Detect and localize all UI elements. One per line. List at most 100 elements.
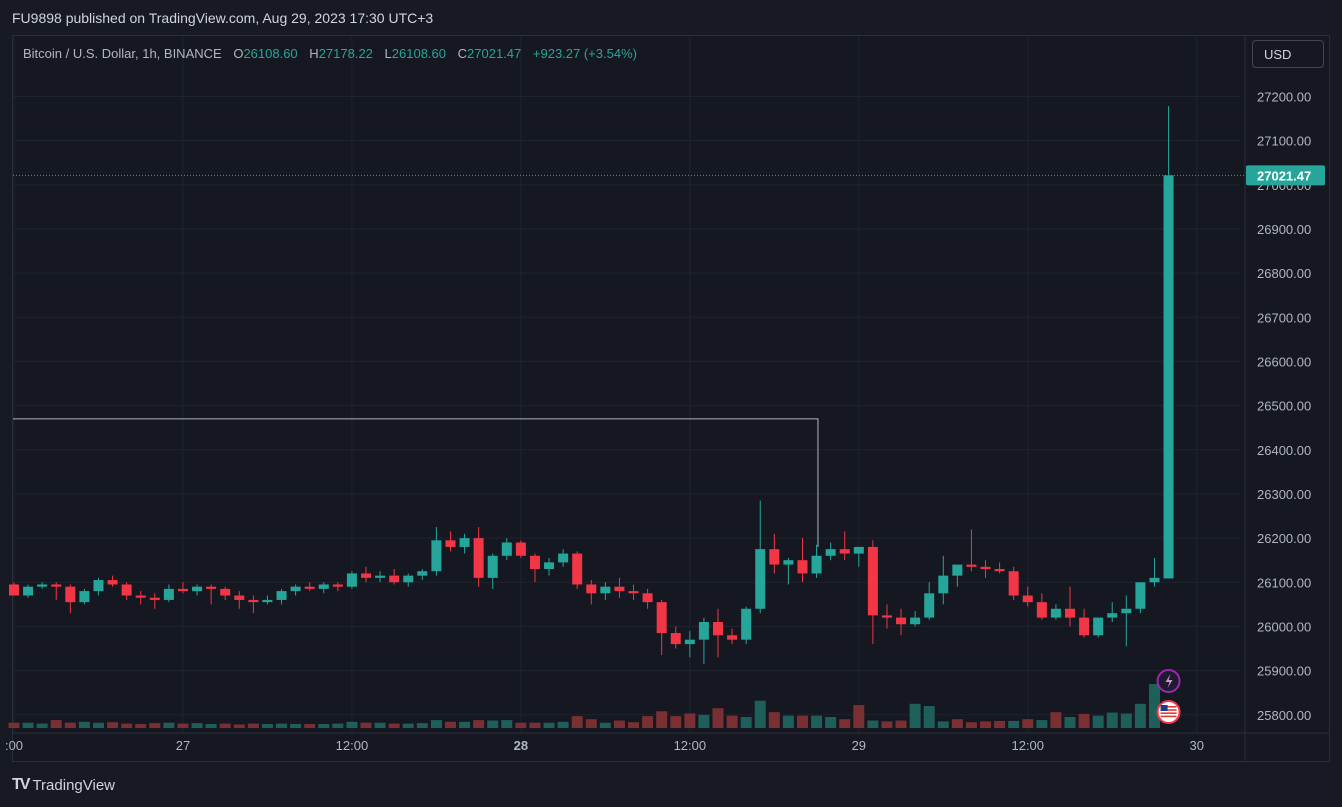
candle-body [558,553,569,563]
last-price-label: 27021.47 [1257,168,1311,183]
candle-body [910,617,921,625]
volume-bar [628,722,640,728]
candle-body [769,549,780,565]
volume-bar [107,722,119,728]
ohlc-legend: Bitcoin / U.S. Dollar, 1h, BINANCE O2610… [23,46,637,61]
volume-bar [374,722,386,728]
candle-body [881,615,892,618]
us-flag-icon[interactable] [1156,700,1181,724]
volume-bar [923,706,935,728]
volume-bar [543,722,555,728]
volume-bar [444,721,456,728]
volume-bar [684,713,696,728]
volume-bar [304,724,316,728]
y-axis-tick-label: 26900.00 [1257,222,1311,237]
candle-body [642,593,653,603]
candle-body [107,580,118,585]
volume-bar [1106,712,1118,728]
volume-bar [473,720,485,728]
volume-bar [191,723,203,728]
volume-bar [1036,720,1048,728]
high-label: H [309,46,319,61]
candle-body [1079,617,1090,636]
open-value: 26108.60 [243,46,298,61]
candle-body [1149,577,1160,583]
candle-body [262,599,273,603]
volume-bar [1022,719,1034,728]
volume-bar [318,724,330,728]
volume-bar [670,716,682,728]
symbol-title[interactable]: Bitcoin / U.S. Dollar, 1h, BINANCE [23,46,222,61]
candle-body [79,591,90,603]
volume-bar [557,721,569,728]
volume-bar [261,724,273,728]
candle-body [572,553,583,585]
y-axis-tick-label: 26000.00 [1257,619,1311,634]
volume-bar [346,721,358,728]
candle-body [220,588,231,596]
volume-bar [909,703,921,728]
volume-bar [571,716,583,728]
candle-body [389,575,400,583]
y-axis-tick-label: 25800.00 [1257,708,1311,723]
candle-body [1022,595,1033,603]
low-value: 26108.60 [391,46,447,61]
volume-bar [247,723,259,728]
candle-body [501,542,512,556]
candle-body [1121,608,1132,614]
lightning-icon-glyph [1165,674,1173,688]
candle-body [544,562,555,570]
volume-bar [1148,684,1160,728]
volume-bar [64,722,76,728]
candle-body [1008,571,1019,596]
open-label: O [233,46,244,61]
volume-bar [825,717,837,728]
volume-bar [276,723,288,728]
volume-bar [78,721,90,728]
volume-bar [135,724,147,728]
candle-body [867,546,878,616]
candle-body [417,571,428,576]
candle-body [727,635,738,640]
volume-bar [360,722,372,728]
candle-body [1065,608,1075,618]
candle-body [980,566,991,570]
volume-bar [501,720,513,728]
candle-body [529,555,540,570]
currency-button[interactable]: USD [1252,40,1324,68]
volume-bar [853,705,865,728]
volume-bar [980,721,992,728]
candle-body [346,573,357,587]
last-price-tag [1246,165,1325,186]
volume-bar [402,723,414,728]
tradingview-branding[interactable]: TV TradingView [12,776,115,794]
y-axis-tick-label: 26300.00 [1257,487,1311,502]
volume-bar [290,724,302,728]
candle-body [614,586,625,592]
candle-body [1036,602,1047,618]
volume-bar [1008,720,1020,728]
candle-body [9,584,19,596]
volume-bar [881,721,893,728]
candle-body [163,588,174,600]
candle-body [65,586,76,603]
candle-body [952,564,963,576]
volume-bar [430,720,442,728]
y-axis-tick-label: 26800.00 [1257,266,1311,281]
candle-body [684,639,695,645]
candle-body [234,595,245,600]
candle-body [206,586,217,589]
tradingview-logo-icon: TV [12,776,31,793]
candle-body [1163,175,1174,579]
volume-bar [22,722,34,728]
candle-body [600,586,611,594]
us-flag-canton [1160,705,1168,711]
candle-body [811,555,822,574]
volume-bar [599,722,611,728]
volume-bar [782,715,794,728]
candle-body [670,633,681,645]
us-flag-stripe [1160,706,1177,708]
y-axis-tick-label: 26200.00 [1257,531,1311,546]
volume-bar [1078,713,1090,728]
